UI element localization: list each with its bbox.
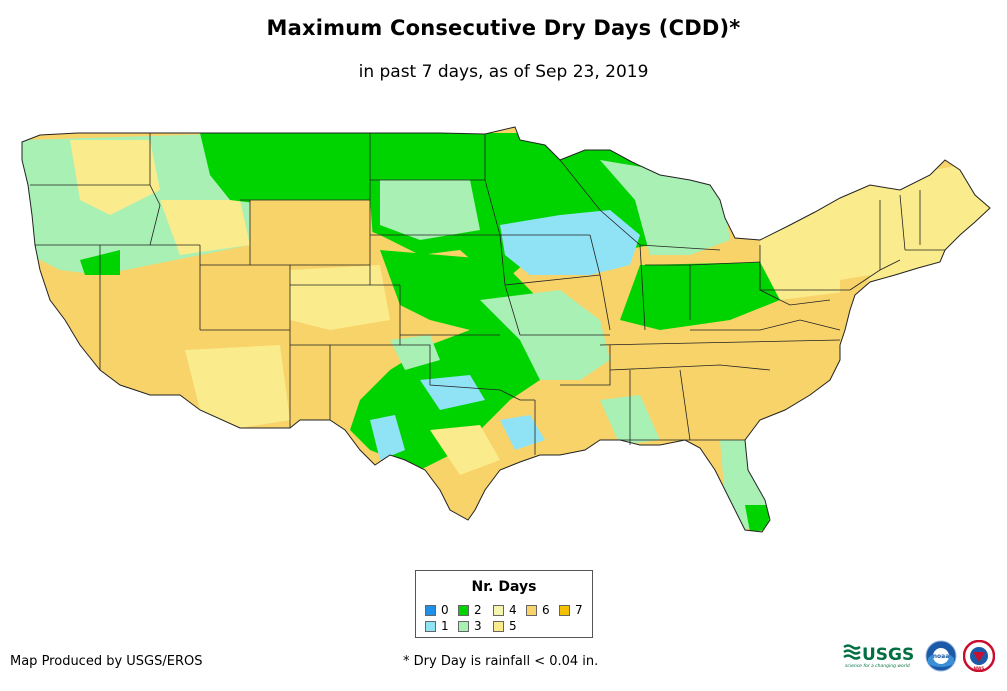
nws-logo: NWS: [963, 640, 995, 672]
svg-text:noaa: noaa: [933, 653, 950, 660]
legend: Nr. Days 0 1 2 3 4 5 6 7: [415, 570, 593, 638]
legend-swatch: [425, 620, 436, 632]
svg-text:science for a changing world: science for a changing world: [845, 663, 910, 669]
legend-swatch: [493, 620, 504, 632]
noaa-logo: noaa: [925, 640, 957, 672]
legend-item-6: 6: [526, 603, 550, 617]
legend-item-2: 2: [458, 603, 482, 617]
legend-item-5: 5: [493, 619, 517, 633]
legend-item-4: 4: [493, 603, 517, 617]
svg-text:USGS: USGS: [862, 645, 914, 665]
legend-item-0: 0: [425, 603, 449, 617]
legend-item-1: 1: [425, 619, 449, 633]
map-title: Maximum Consecutive Dry Days (CDD)*: [266, 16, 741, 40]
legend-swatch: [526, 604, 537, 616]
legend-swatch: [425, 604, 436, 616]
svg-text:NWS: NWS: [974, 666, 985, 671]
legend-swatch: [559, 604, 570, 616]
dry-day-footnote: * Dry Day is rainfall < 0.04 in.: [403, 654, 599, 669]
legend-swatch: [458, 604, 469, 616]
legend-item-3: 3: [458, 619, 482, 633]
usgs-logo: USGS science for a changing world: [843, 644, 914, 669]
producer-credit: Map Produced by USGS/EROS: [10, 654, 203, 669]
map-subtitle: in past 7 days, as of Sep 23, 2019: [358, 62, 649, 82]
legend-swatch: [458, 620, 469, 632]
legend-title: Nr. Days: [471, 579, 537, 595]
state-borders: [21, 126, 991, 533]
legend-swatch: [493, 604, 504, 616]
precip-regions: [22, 127, 990, 532]
legend-item-7: 7: [559, 603, 583, 617]
